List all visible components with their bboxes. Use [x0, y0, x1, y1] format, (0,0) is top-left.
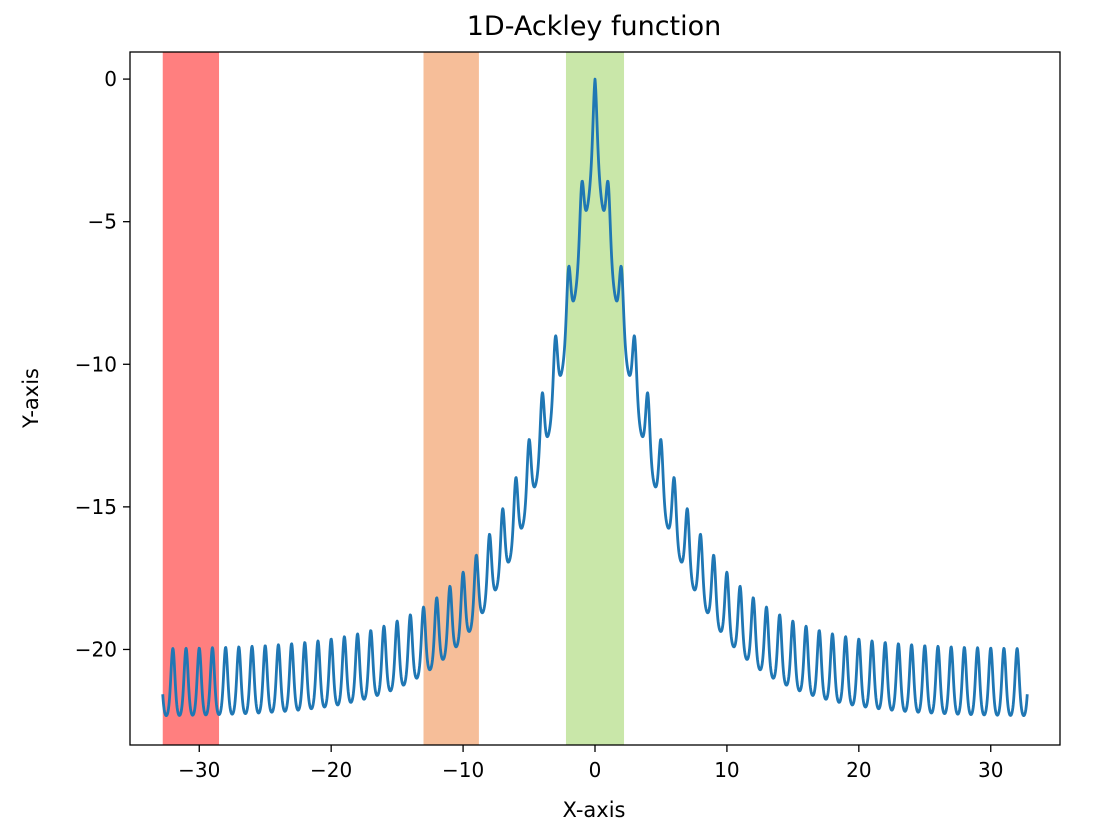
x-tick-label: 20 [846, 758, 871, 782]
chart-title: 1D-Ackley function [467, 11, 722, 42]
x-axis-ticks: −30 −20 −10 0 10 20 30 [178, 745, 1003, 782]
y-axis-ticks: 0 −5 −10 −15 −20 [75, 67, 130, 661]
y-tick-label: −20 [75, 637, 117, 661]
y-tick-label: −15 [75, 495, 117, 519]
highlight-band-2 [423, 52, 479, 745]
x-tick-label: −10 [442, 758, 484, 782]
x-tick-label: 30 [978, 758, 1003, 782]
x-axis-label: X-axis [563, 798, 626, 822]
ackley-curve [161, 77, 1029, 718]
x-tick-label: 10 [714, 758, 739, 782]
y-tick-label: −5 [88, 210, 117, 234]
highlight-bands [162, 52, 625, 745]
y-tick-label: 0 [104, 67, 117, 91]
highlight-band-3 [565, 52, 625, 745]
x-tick-label: 0 [589, 758, 602, 782]
x-tick-label: −20 [310, 758, 352, 782]
y-axis-label: Y-axis [19, 368, 43, 429]
x-tick-label: −30 [178, 758, 220, 782]
y-tick-label: −10 [75, 352, 117, 376]
highlight-band-1 [162, 52, 220, 745]
